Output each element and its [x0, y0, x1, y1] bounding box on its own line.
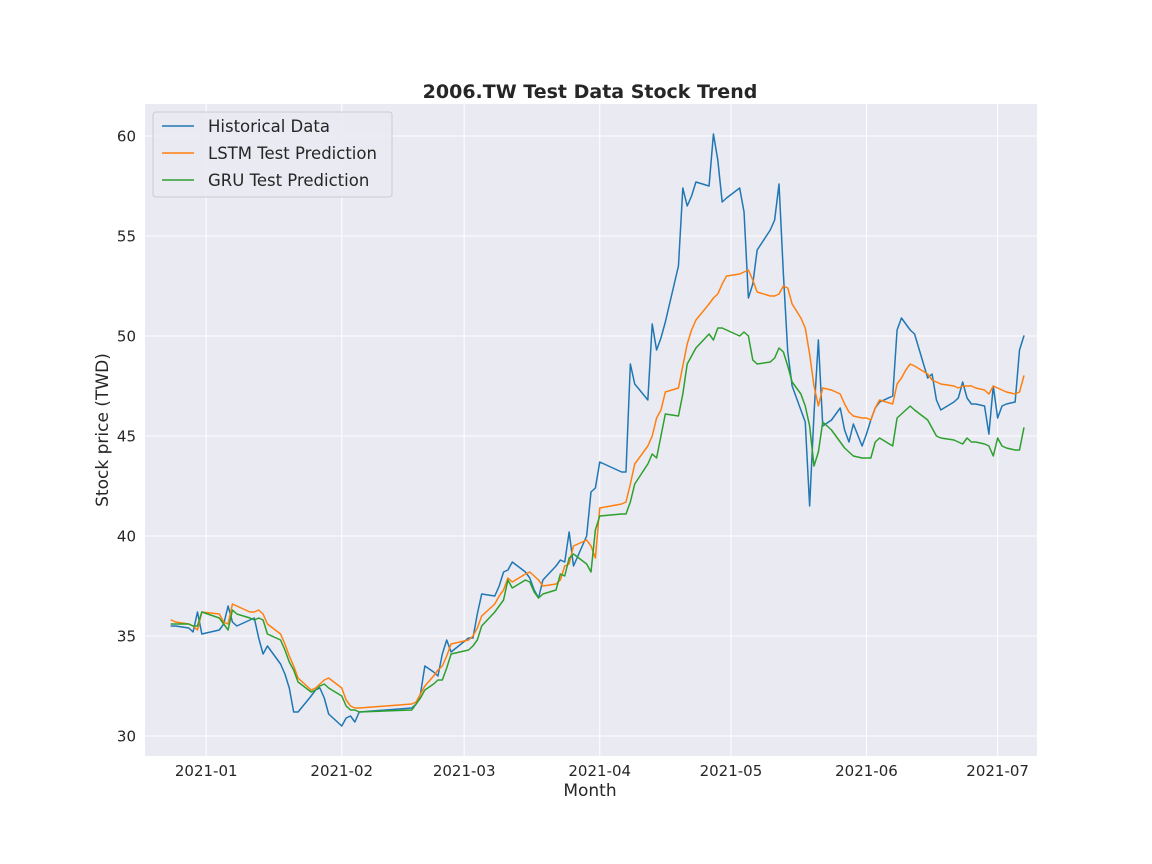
x-tick-label: 2021-07 [966, 762, 1029, 780]
x-tick-label: 2021-04 [568, 762, 631, 780]
lstm-prediction-line [170, 269, 1025, 709]
legend: Historical Data LSTM Test Prediction GRU… [152, 111, 393, 198]
y-tick-label: 55 [117, 228, 136, 246]
legend-box [152, 111, 393, 198]
axis-ticks: 30 35 40 45 50 55 60 2021-01 2021-02 2021-03 2021-… [117, 128, 1029, 781]
series-lines [170, 133, 1025, 727]
gru-prediction-line [170, 327, 1025, 713]
y-tick-label: 60 [117, 128, 136, 146]
chart-title: 2006.TW Test Data Stock Trend [423, 81, 758, 103]
x-tick-label: 2021-05 [700, 762, 763, 780]
x-tick-label: 2021-03 [433, 762, 496, 780]
y-tick-label: 40 [117, 528, 136, 546]
y-tick-label: 50 [117, 328, 136, 346]
y-tick-label: 45 [117, 428, 136, 446]
y-tick-label: 30 [117, 728, 136, 746]
grid-lines [145, 104, 1037, 756]
plot-area [145, 104, 1037, 756]
x-axis-label: Month [563, 781, 616, 801]
x-tick-label: 2021-01 [175, 762, 238, 780]
y-axis-label: Stock price (TWD) [93, 353, 113, 507]
y-tick-label: 35 [117, 628, 136, 646]
x-tick-label: 2021-06 [835, 762, 898, 780]
legend-label-gru: GRU Test Prediction [208, 171, 369, 190]
legend-label-lstm: LSTM Test Prediction [208, 144, 377, 163]
x-tick-label: 2021-02 [310, 762, 373, 780]
legend-label-historical: Historical Data [208, 117, 330, 136]
